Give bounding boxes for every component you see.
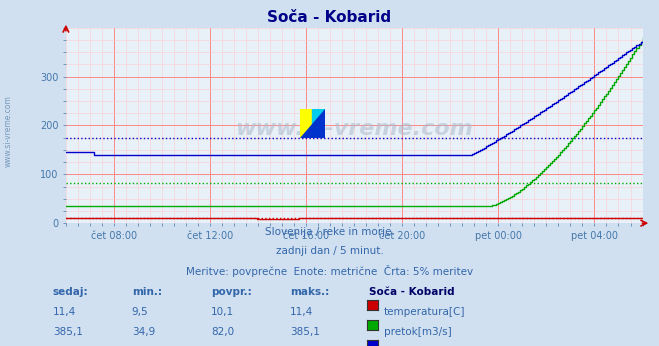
Text: www.si-vreme.com: www.si-vreme.com xyxy=(3,95,13,167)
Text: 385,1: 385,1 xyxy=(290,327,320,337)
Bar xyxy=(300,109,312,138)
Text: 82,0: 82,0 xyxy=(211,327,234,337)
Text: Soča - Kobarid: Soča - Kobarid xyxy=(268,10,391,25)
Text: maks.:: maks.: xyxy=(290,287,330,297)
Text: zadnji dan / 5 minut.: zadnji dan / 5 minut. xyxy=(275,246,384,256)
Text: sedaj:: sedaj: xyxy=(53,287,88,297)
Text: 11,4: 11,4 xyxy=(290,307,313,317)
Text: 10,1: 10,1 xyxy=(211,307,234,317)
Text: temperatura[C]: temperatura[C] xyxy=(384,307,465,317)
Text: Meritve: povprečne  Enote: metrične  Črta: 5% meritev: Meritve: povprečne Enote: metrične Črta:… xyxy=(186,265,473,277)
Text: Soča - Kobarid: Soča - Kobarid xyxy=(369,287,455,297)
Text: 9,5: 9,5 xyxy=(132,307,148,317)
Text: min.:: min.: xyxy=(132,287,162,297)
Text: www.si-vreme.com: www.si-vreme.com xyxy=(235,119,473,139)
Text: pretok[m3/s]: pretok[m3/s] xyxy=(384,327,451,337)
Text: 34,9: 34,9 xyxy=(132,327,155,337)
Text: Slovenija / reke in morje.: Slovenija / reke in morje. xyxy=(264,227,395,237)
Text: 385,1: 385,1 xyxy=(53,327,82,337)
Polygon shape xyxy=(300,109,325,138)
Bar xyxy=(312,109,325,138)
Text: povpr.:: povpr.: xyxy=(211,287,252,297)
Text: 11,4: 11,4 xyxy=(53,307,76,317)
